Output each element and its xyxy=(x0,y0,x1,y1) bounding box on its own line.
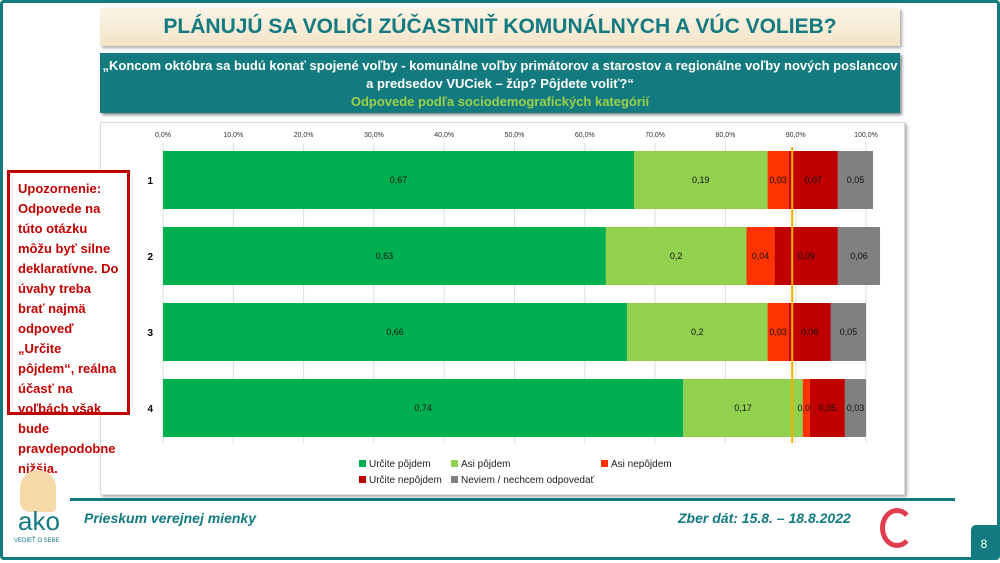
data-label: 0,67 xyxy=(390,175,408,185)
bar-segment xyxy=(626,303,768,361)
x-tick-label: 60,0% xyxy=(575,132,595,139)
data-label: 0,05 xyxy=(819,403,837,413)
data-label: 0,03 xyxy=(769,327,787,337)
bar-segment xyxy=(788,303,831,361)
ako-logo: ako VEDIEŤ O SEBE xyxy=(14,470,74,550)
bar-segment xyxy=(774,227,838,285)
bar-segment xyxy=(163,379,684,437)
legend-label: Neviem / nechcem odpovedať xyxy=(461,475,595,486)
data-label: 0,05 xyxy=(840,327,858,337)
x-tick-label: 30,0% xyxy=(364,132,384,139)
bar-segment xyxy=(746,227,775,285)
data-label: 0,06 xyxy=(850,251,868,261)
footer-line xyxy=(70,498,955,501)
data-label: 0,01 xyxy=(797,403,815,413)
subtitle: Odpovede podľa sociodemografických kateg… xyxy=(350,94,650,109)
legend-label: Asi pôjdem xyxy=(461,459,510,470)
x-tick-label: 70,0% xyxy=(645,132,665,139)
bar-segment xyxy=(634,151,768,209)
data-label: 0,19 xyxy=(692,175,710,185)
x-tick-label: 90,0% xyxy=(786,132,806,139)
bar-segment xyxy=(802,379,810,437)
chart: 0,0% 10,0% 20,0% 30,0% 40,0% 50,0% 60,0% 70,0% 8… xyxy=(100,122,905,495)
warning-box: Upozornenie: Odpovede na túto otázku môž… xyxy=(7,170,130,476)
data-label: 0,66 xyxy=(386,327,404,337)
bar-segment xyxy=(605,227,747,285)
x-tick-label: 80,0% xyxy=(715,132,735,139)
data-label: 0,04 xyxy=(752,251,770,261)
category-label: 4 xyxy=(147,404,153,415)
x-tick-label: 20,0% xyxy=(294,132,314,139)
data-label: 0,07 xyxy=(805,175,823,185)
head-icon xyxy=(20,470,56,512)
x-tick-label: 50,0% xyxy=(505,132,525,139)
data-label: 0,06 xyxy=(801,327,819,337)
legend-swatch xyxy=(601,460,608,467)
page-number: 8 xyxy=(971,525,997,557)
bar-segment xyxy=(683,379,803,437)
footer-left: Prieskum verejnej mienky xyxy=(84,510,256,526)
legend-label: Asi nepôjdem xyxy=(611,459,672,470)
data-label: 0,2 xyxy=(691,327,704,337)
data-label: 0,03 xyxy=(847,403,865,413)
question-box: „Koncom októbra sa budú konať spojené vo… xyxy=(100,53,900,113)
spiral-logo-icon xyxy=(880,508,914,548)
legend-label: Určite nepôjdem xyxy=(369,475,442,486)
bar-segment xyxy=(788,151,838,209)
bar-segment xyxy=(767,151,789,209)
data-label: 0,05 xyxy=(847,175,865,185)
bar-segment xyxy=(844,379,866,437)
bar-segment xyxy=(830,303,866,361)
category-label: 3 xyxy=(147,328,153,339)
bar-segment xyxy=(163,151,635,209)
bar-segment xyxy=(837,227,881,285)
bar-segment xyxy=(163,227,606,285)
bar-segment xyxy=(837,151,874,209)
data-label: 0,63 xyxy=(376,251,394,261)
slide-title: PLÁNUJÚ SA VOLIČI ZÚČASTNIŤ KOMUNÁLNYCH … xyxy=(100,8,900,46)
category-label: 1 xyxy=(147,176,153,187)
data-label: 0,2 xyxy=(670,251,683,261)
chart-svg: 0,0% 10,0% 20,0% 30,0% 40,0% 50,0% 60,0% 70,0% 8… xyxy=(147,132,881,486)
data-label: 0,03 xyxy=(769,175,787,185)
bar-segment xyxy=(767,303,789,361)
x-tick-label: 100,0% xyxy=(854,132,878,139)
legend-swatch xyxy=(359,460,366,467)
logo-text: ako xyxy=(18,506,60,536)
footer-date: Zber dát: 15.8. – 18.8.2022 xyxy=(678,510,851,526)
data-label: 0,09 xyxy=(797,251,815,261)
legend-swatch xyxy=(359,476,366,483)
data-label: 0,74 xyxy=(414,403,432,413)
legend-swatch xyxy=(451,460,458,467)
question-line-2: a predsedov VUCiek – žúp? Pôjdete voliť?… xyxy=(366,76,634,91)
legend-swatch xyxy=(451,476,458,483)
bar-segment xyxy=(809,379,845,437)
x-tick-label: 10,0% xyxy=(223,132,243,139)
question-line-1: „Koncom októbra sa budú konať spojené vo… xyxy=(102,58,898,73)
bar-segment xyxy=(163,303,627,361)
category-label: 2 xyxy=(147,252,153,263)
x-tick-label: 40,0% xyxy=(434,132,454,139)
x-tick-label: 0,0% xyxy=(155,132,171,139)
data-label: 0,17 xyxy=(734,403,752,413)
legend-label: Určite pôjdem xyxy=(369,459,431,470)
logo-tagline: VEDIEŤ O SEBE xyxy=(14,538,60,544)
